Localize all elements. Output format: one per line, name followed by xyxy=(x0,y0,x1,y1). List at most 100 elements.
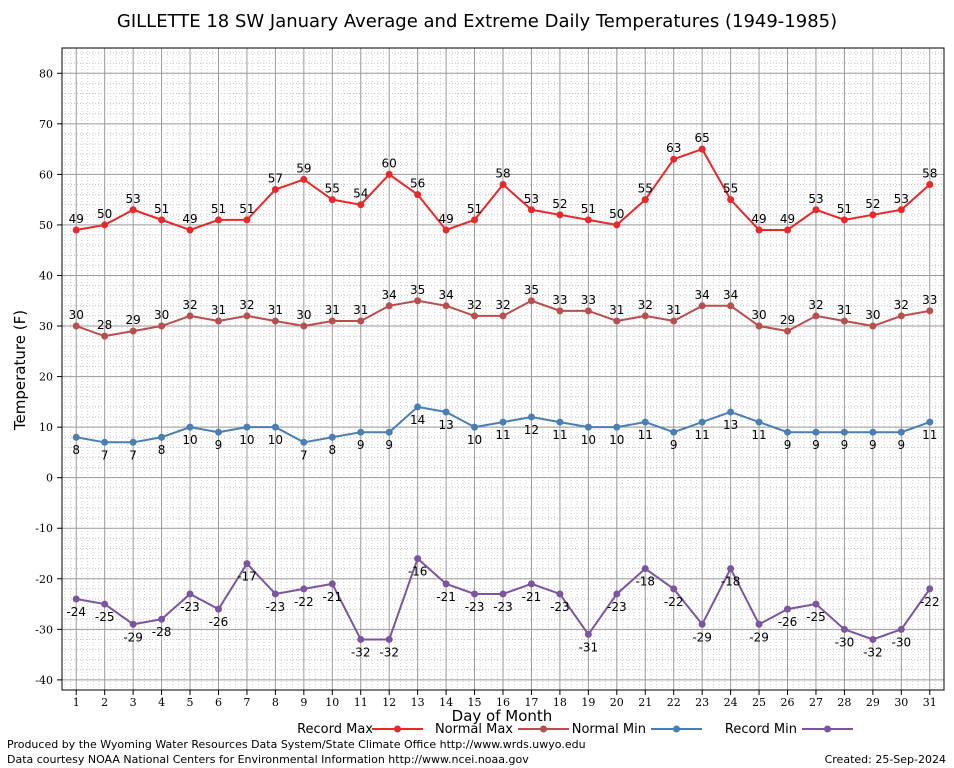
x-tick-label: 1 xyxy=(73,696,80,709)
data-label: 31 xyxy=(609,303,624,317)
series-normal-min: 8 7 7 8 10 9 10 10 7 8 9 9 14 13 10 11 12 11 10 10 11 9 11 13 11… xyxy=(72,403,937,462)
data-point xyxy=(471,590,479,598)
series-record-max: 49 50 53 51 49 51 51 57 59 55 54 60 56 49 51 58 53 52 51 50… xyxy=(69,131,937,234)
legend-item: Record Min xyxy=(725,722,853,737)
data-label: -22 xyxy=(294,595,314,609)
series-layer: 49 50 53 51 49 51 51 57 59 55 54 60 56 49 51 58 53 52 51 50… xyxy=(66,131,939,659)
legend-marker xyxy=(394,725,401,733)
data-point xyxy=(784,226,792,234)
legend-item: Record Max xyxy=(297,722,423,737)
data-point xyxy=(897,206,905,214)
y-tick-label: 40 xyxy=(39,269,53,282)
data-point xyxy=(840,216,848,224)
data-label: -24 xyxy=(66,605,86,619)
x-tick-label: 21 xyxy=(638,696,652,709)
data-point xyxy=(812,206,820,214)
x-tick-label: 25 xyxy=(752,696,766,709)
data-point xyxy=(584,216,592,224)
data-point xyxy=(158,216,166,224)
data-label: 9 xyxy=(357,438,365,452)
data-label: 31 xyxy=(268,303,283,317)
data-point xyxy=(129,438,137,446)
data-point xyxy=(527,206,535,214)
data-label: -22 xyxy=(664,595,684,609)
data-label: 49 xyxy=(182,212,197,226)
y-tick-label: 70 xyxy=(39,118,53,131)
data-label: 8 xyxy=(72,443,80,457)
data-point xyxy=(129,620,137,628)
data-point xyxy=(471,312,479,320)
data-point xyxy=(357,428,365,436)
data-label: 55 xyxy=(638,182,653,196)
data-point xyxy=(897,428,905,436)
data-label: 29 xyxy=(125,313,140,327)
data-label: 32 xyxy=(495,298,510,312)
data-point xyxy=(670,585,678,593)
data-label: 10 xyxy=(239,433,254,447)
data-label: -32 xyxy=(863,645,883,659)
data-label: -18 xyxy=(721,575,741,589)
x-tick-label: 22 xyxy=(667,696,681,709)
legend-item: Normal Max xyxy=(435,722,569,737)
data-label: -25 xyxy=(806,610,826,624)
data-point xyxy=(499,418,507,426)
data-point xyxy=(812,600,820,608)
data-label: 9 xyxy=(670,438,678,452)
x-tick-label: 28 xyxy=(837,696,851,709)
data-point xyxy=(698,302,706,310)
data-label: 58 xyxy=(922,166,937,180)
data-point xyxy=(158,615,166,623)
data-label: 53 xyxy=(524,192,539,206)
data-point xyxy=(527,580,535,588)
data-label: 51 xyxy=(581,202,596,216)
chart-title: GILLETTE 18 SW January Average and Extre… xyxy=(117,11,837,32)
data-point xyxy=(755,322,763,330)
data-point xyxy=(414,403,422,411)
legend-label: Record Max xyxy=(297,722,373,737)
data-point xyxy=(926,585,934,593)
data-label: 31 xyxy=(666,303,681,317)
x-tick-label: 6 xyxy=(215,696,222,709)
data-point xyxy=(328,580,336,588)
data-label: 9 xyxy=(841,438,849,452)
data-point xyxy=(670,155,678,163)
x-tick-label: 20 xyxy=(610,696,624,709)
data-label: -23 xyxy=(180,600,200,614)
data-point xyxy=(214,428,222,436)
data-point xyxy=(641,565,649,573)
data-point xyxy=(499,312,507,320)
data-point xyxy=(784,327,792,335)
data-label: 34 xyxy=(695,288,710,302)
data-label: -23 xyxy=(266,600,286,614)
data-point xyxy=(641,312,649,320)
data-point xyxy=(556,590,564,598)
data-point xyxy=(897,625,905,633)
data-point xyxy=(158,433,166,441)
data-label: 53 xyxy=(894,192,909,206)
data-point xyxy=(243,423,251,431)
data-label: -18 xyxy=(635,575,655,589)
data-label: 11 xyxy=(695,428,710,442)
data-label: 11 xyxy=(638,428,653,442)
data-label: 31 xyxy=(837,303,852,317)
y-tick-label: 80 xyxy=(39,67,53,80)
x-tick-label: 24 xyxy=(724,696,738,709)
data-point xyxy=(442,408,450,416)
data-label: 59 xyxy=(296,161,311,175)
data-point xyxy=(300,585,308,593)
data-label: -22 xyxy=(920,595,940,609)
created-date: Created: 25-Sep-2024 xyxy=(825,753,946,766)
data-label: -29 xyxy=(123,630,143,644)
data-point xyxy=(471,423,479,431)
data-point xyxy=(812,312,820,320)
data-point xyxy=(698,620,706,628)
data-point xyxy=(670,317,678,325)
data-label: 8 xyxy=(328,443,336,457)
data-label: 52 xyxy=(552,197,567,211)
data-point xyxy=(243,312,251,320)
series-record-min: -24 -25-29 -28-23-26-17-23 -22 -21-32 -32-16-… xyxy=(66,555,940,659)
data-point xyxy=(613,221,621,229)
data-point xyxy=(840,428,848,436)
data-label: -26 xyxy=(778,615,798,629)
x-tick-label: 14 xyxy=(439,696,453,709)
